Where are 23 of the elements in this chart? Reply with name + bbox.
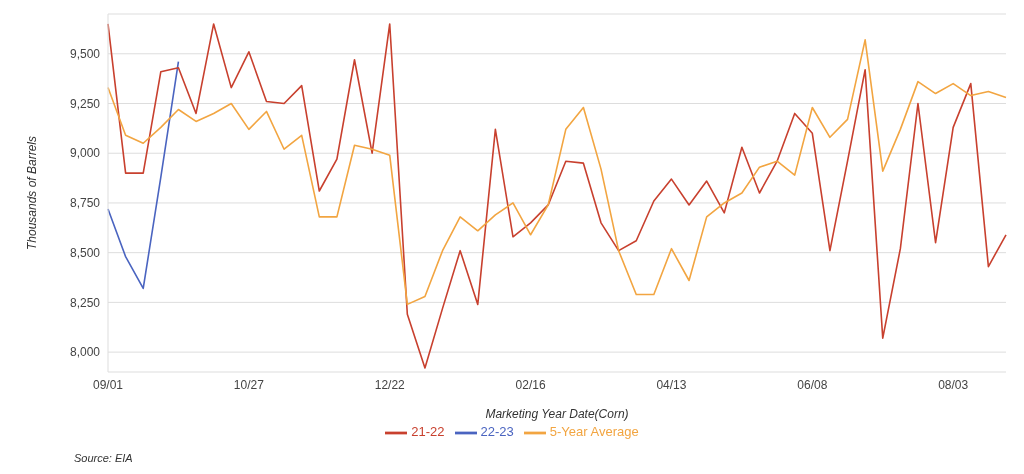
legend-label: 5-Year Average <box>549 424 639 440</box>
y-axis-title: Thousands of Barrels <box>25 135 40 251</box>
x-tick-label: 12/22 <box>374 377 406 392</box>
y-tick-label: 8,000 <box>69 345 101 360</box>
x-tick-label: 06/08 <box>797 377 828 392</box>
line-series <box>107 23 1007 369</box>
x-tick-label: 02/16 <box>515 377 546 392</box>
x-axis-title: Marketing Year Date(Corn) <box>485 407 629 421</box>
x-tick-label: 08/03 <box>938 377 969 392</box>
y-tick-label: 9,000 <box>69 146 101 161</box>
x-tick-label: 04/13 <box>656 377 687 392</box>
legend-label: 22-23 <box>480 424 514 440</box>
y-tick-label: 8,500 <box>69 245 101 260</box>
line-series <box>107 39 1007 306</box>
y-tick-label: 9,500 <box>69 47 101 62</box>
x-tick-label: 10/27 <box>233 377 265 392</box>
y-tick-label: 9,250 <box>69 96 101 111</box>
y-tick-label: 8,250 <box>69 295 101 310</box>
y-tick-label: 8,750 <box>69 196 101 211</box>
x-tick-label: 09/01 <box>92 377 124 392</box>
legend-label: 21-22 <box>411 424 445 440</box>
source-note: Source: EIA <box>74 452 133 464</box>
line-series <box>107 60 180 290</box>
